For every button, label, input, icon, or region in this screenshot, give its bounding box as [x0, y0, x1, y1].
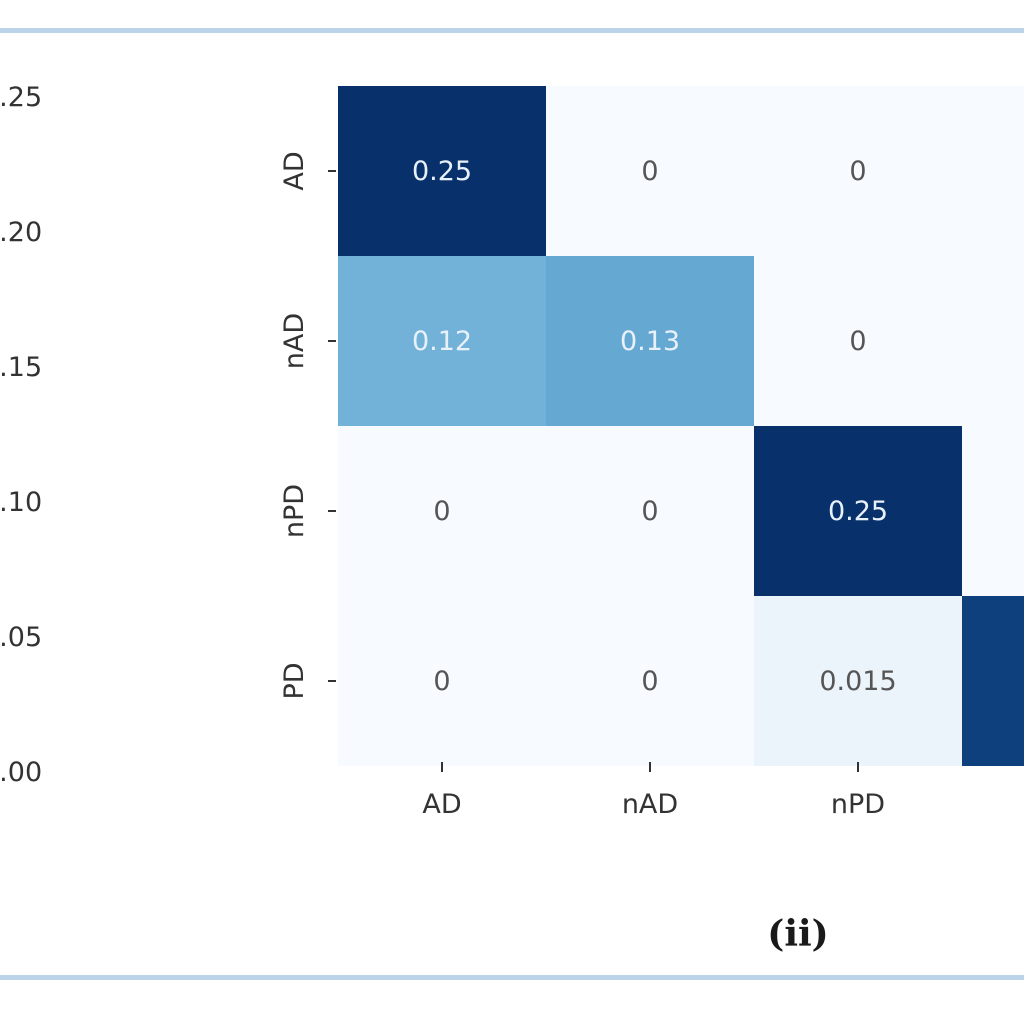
cell-value-label: 0: [641, 666, 658, 697]
x-tick-label: nAD: [622, 789, 678, 820]
colorbar-tick-label: 0.20: [0, 217, 42, 248]
cell-value-label: 0: [641, 156, 658, 187]
heatmap-cell: [962, 86, 1024, 256]
bottom-border: [0, 975, 1024, 980]
cell-value-label: 0.015: [819, 666, 896, 697]
cell-value-label: 0: [433, 666, 450, 697]
x-tick-label: AD: [422, 789, 461, 820]
colorbar-tick-label: 0.05: [0, 622, 42, 653]
heatmap-cell: [962, 426, 1024, 596]
colorbar-tick-label: 0.15: [0, 352, 42, 383]
y-tick-label: nPD: [279, 484, 310, 538]
heatmap-cell: [338, 596, 546, 766]
heatmap-cell: [338, 86, 546, 256]
y-tick-label: PD: [279, 662, 310, 699]
heatmap-cell: [754, 256, 962, 426]
heatmap-cell: [754, 86, 962, 256]
heatmap-cell: [962, 596, 1024, 766]
figure-caption: (ii): [767, 913, 828, 955]
heatmap-cell: [338, 426, 546, 596]
heatmap-cell: [962, 256, 1024, 426]
heatmap-cell: [338, 256, 546, 426]
heatmap-cell: [546, 256, 754, 426]
cell-value-label: 0: [849, 156, 866, 187]
heatmap-cell: [546, 596, 754, 766]
colorbar-tick-label: 0.25: [0, 82, 42, 113]
y-tick-label: AD: [279, 151, 310, 190]
colorbar-tick-label: 0.00: [0, 757, 42, 788]
cell-value-label: 0.12: [412, 326, 472, 357]
heatmap-cell: [546, 86, 754, 256]
heatmap-cell: [754, 426, 962, 596]
cell-value-label: 0: [641, 496, 658, 527]
cell-value-label: 0: [433, 496, 450, 527]
colorbar-tick-label: 0.10: [0, 487, 42, 518]
cell-value-label: 0: [849, 326, 866, 357]
heatmap-cell: [754, 596, 962, 766]
y-tick-label: nAD: [279, 313, 310, 369]
cell-value-label: 0.13: [620, 326, 680, 357]
top-border: [0, 28, 1024, 33]
heatmap-cell: [546, 426, 754, 596]
cell-value-label: 0.25: [412, 156, 472, 187]
x-tick-label: nPD: [831, 789, 885, 820]
cell-value-label: 0.25: [828, 496, 888, 527]
